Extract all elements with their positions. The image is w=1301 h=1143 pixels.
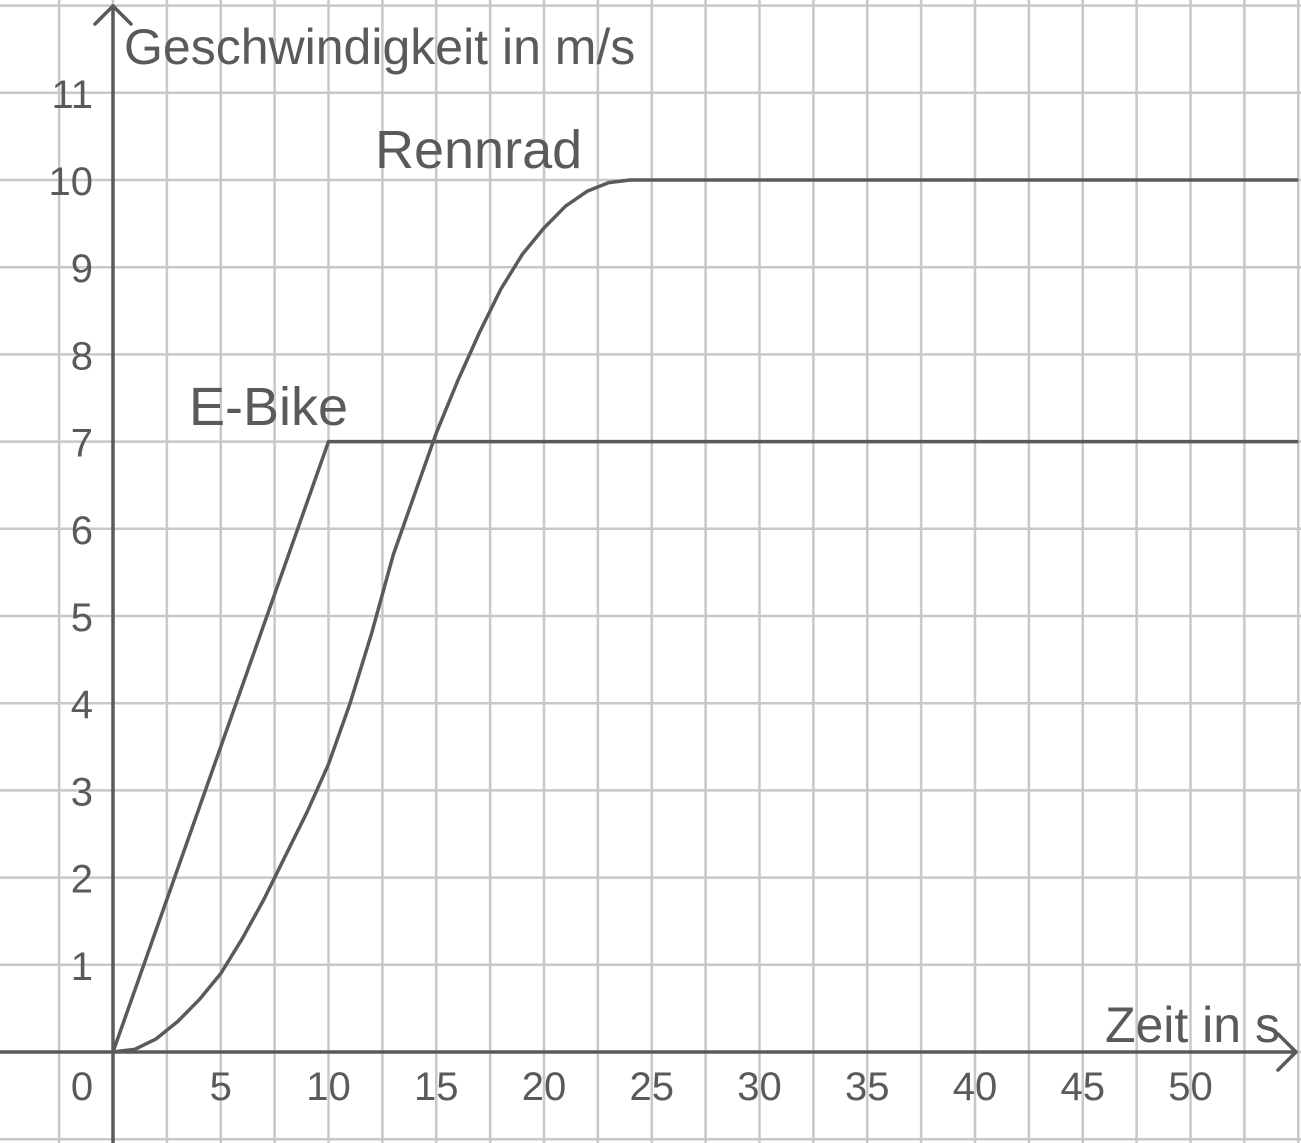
- y-axis-arrow: [93, 4, 133, 26]
- x-tick-label: 40: [953, 1065, 998, 1109]
- axes: [0, 4, 1298, 1143]
- y-tick-label: 11: [51, 73, 93, 117]
- y-tick-label: 3: [71, 770, 93, 814]
- y-tick-label: 5: [71, 596, 93, 640]
- y-tick-label: 2: [71, 858, 93, 902]
- y-tick-label: 10: [49, 160, 94, 204]
- y-tick-label: 1: [71, 945, 93, 989]
- x-axis-label: Zeit in s: [1105, 997, 1280, 1053]
- y-axis-label: Geschwindigkeit in m/s: [124, 19, 635, 75]
- y-tick-label: 9: [71, 247, 93, 291]
- series-line-e-bike: [111, 439, 1299, 1053]
- series-label-e-bike: E-Bike: [189, 377, 348, 437]
- y-tick-label: 6: [71, 509, 93, 553]
- x-tick-label: 25: [630, 1065, 675, 1109]
- x-tick-label: 30: [737, 1065, 782, 1109]
- x-axis-arrow: [1276, 1032, 1298, 1072]
- x-tick-label: 15: [414, 1065, 459, 1109]
- series-line-rennrad: [112, 178, 1299, 1054]
- series-lines: [111, 178, 1299, 1054]
- x-tick-label: 20: [522, 1065, 567, 1109]
- series-labels: E-Bike Rennrad: [189, 120, 582, 437]
- x-tick-label: 45: [1061, 1065, 1106, 1109]
- y-tick-label: 8: [71, 334, 93, 378]
- y-tick-label: 4: [71, 683, 93, 727]
- x-tick-label: 5: [210, 1065, 232, 1109]
- origin-label: 0: [71, 1065, 93, 1109]
- x-tick-label: 50: [1168, 1065, 1213, 1109]
- series-label-rennrad: Rennrad: [375, 120, 582, 180]
- x-tick-label: 10: [306, 1065, 351, 1109]
- y-tick-label: 7: [71, 422, 93, 466]
- x-tick-label: 35: [845, 1065, 890, 1109]
